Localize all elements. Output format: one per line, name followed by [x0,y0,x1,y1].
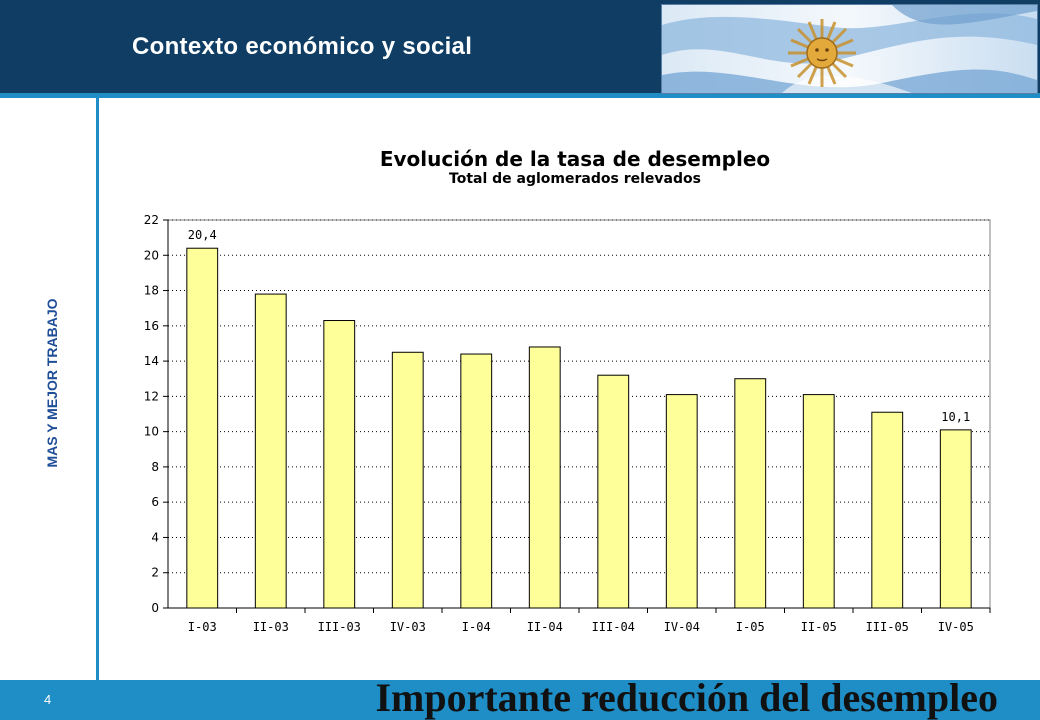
bar-II-04 [528,346,561,609]
x-tick-label: II-04 [527,620,563,634]
bar-IV-03 [391,351,424,609]
bar-I-05 [734,378,767,609]
bar-III-04 [597,374,630,609]
y-tick-label: 10 [144,425,159,439]
x-tick-label: I-05 [736,620,765,634]
x-tick-label: IV-04 [664,620,700,634]
bar-IV-04 [665,394,698,609]
y-tick-label: 22 [144,213,159,227]
x-tick-label: III-04 [592,620,635,634]
bar-III-05 [871,411,904,609]
page-number: 4 [44,692,52,707]
x-tick-label: I-03 [188,620,217,634]
header-stripe [0,93,1040,98]
x-tick-label: IV-03 [390,620,426,634]
page-title: Contexto económico y social [132,33,473,60]
y-tick-label: 16 [144,319,159,333]
footer-bar [0,680,1040,720]
y-tick-label: 18 [144,284,159,298]
bar-III-03 [323,320,356,609]
left-rule [96,97,99,680]
y-tick-label: 2 [151,566,159,580]
y-tick-label: 4 [151,530,159,544]
y-tick-label: 6 [151,495,159,509]
data-label: 20,4 [188,228,217,242]
plot-area [167,219,991,609]
y-tick-label: 14 [144,354,159,368]
x-tick-label: III-05 [866,620,909,634]
chart-title: Evolución de la tasa de desempleo [379,147,771,171]
bar-I-03 [186,247,219,609]
bar-II-03 [254,293,287,609]
x-tick-label: II-03 [253,620,289,634]
x-tick-label: IV-05 [938,620,974,634]
x-tick-label: II-05 [801,620,837,634]
argentina-flag-sun-icon [661,4,1038,94]
chart-subtitle: Total de aglomerados relevados [449,171,701,187]
y-tick-label: 12 [144,389,159,403]
y-tick-label: 0 [151,601,159,615]
x-tick-label: I-04 [462,620,491,634]
bar-IV-05 [939,429,972,609]
data-label: 10,1 [941,410,970,424]
bar-I-04 [460,353,493,609]
x-tick-label: III-03 [318,620,361,634]
y-tick-label: 20 [144,248,159,262]
footer-headline: Importante reducción del desempleo [375,675,998,720]
bar-II-05 [802,394,835,609]
y-tick-label: 8 [151,460,159,474]
